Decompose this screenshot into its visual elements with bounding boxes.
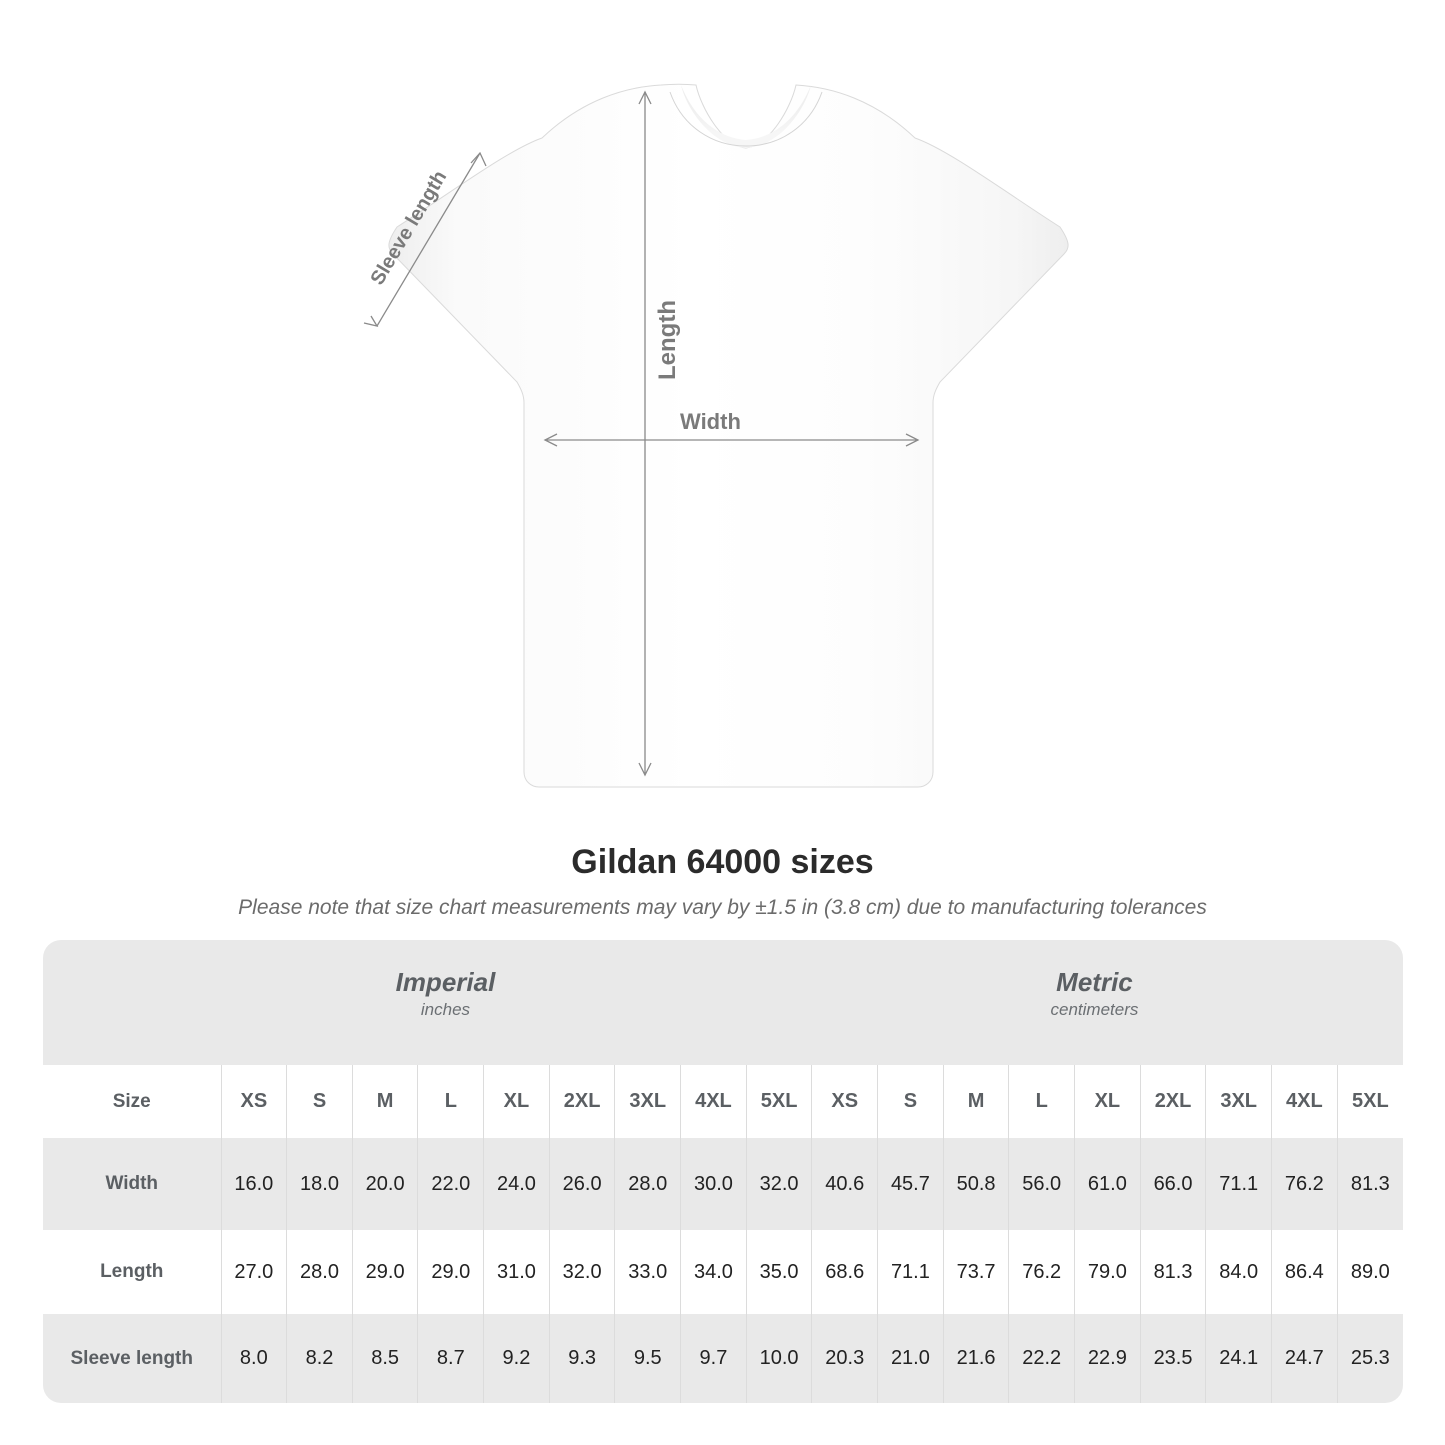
svg-text:Length: Length	[654, 300, 681, 380]
svg-text:Width: Width	[680, 409, 741, 434]
